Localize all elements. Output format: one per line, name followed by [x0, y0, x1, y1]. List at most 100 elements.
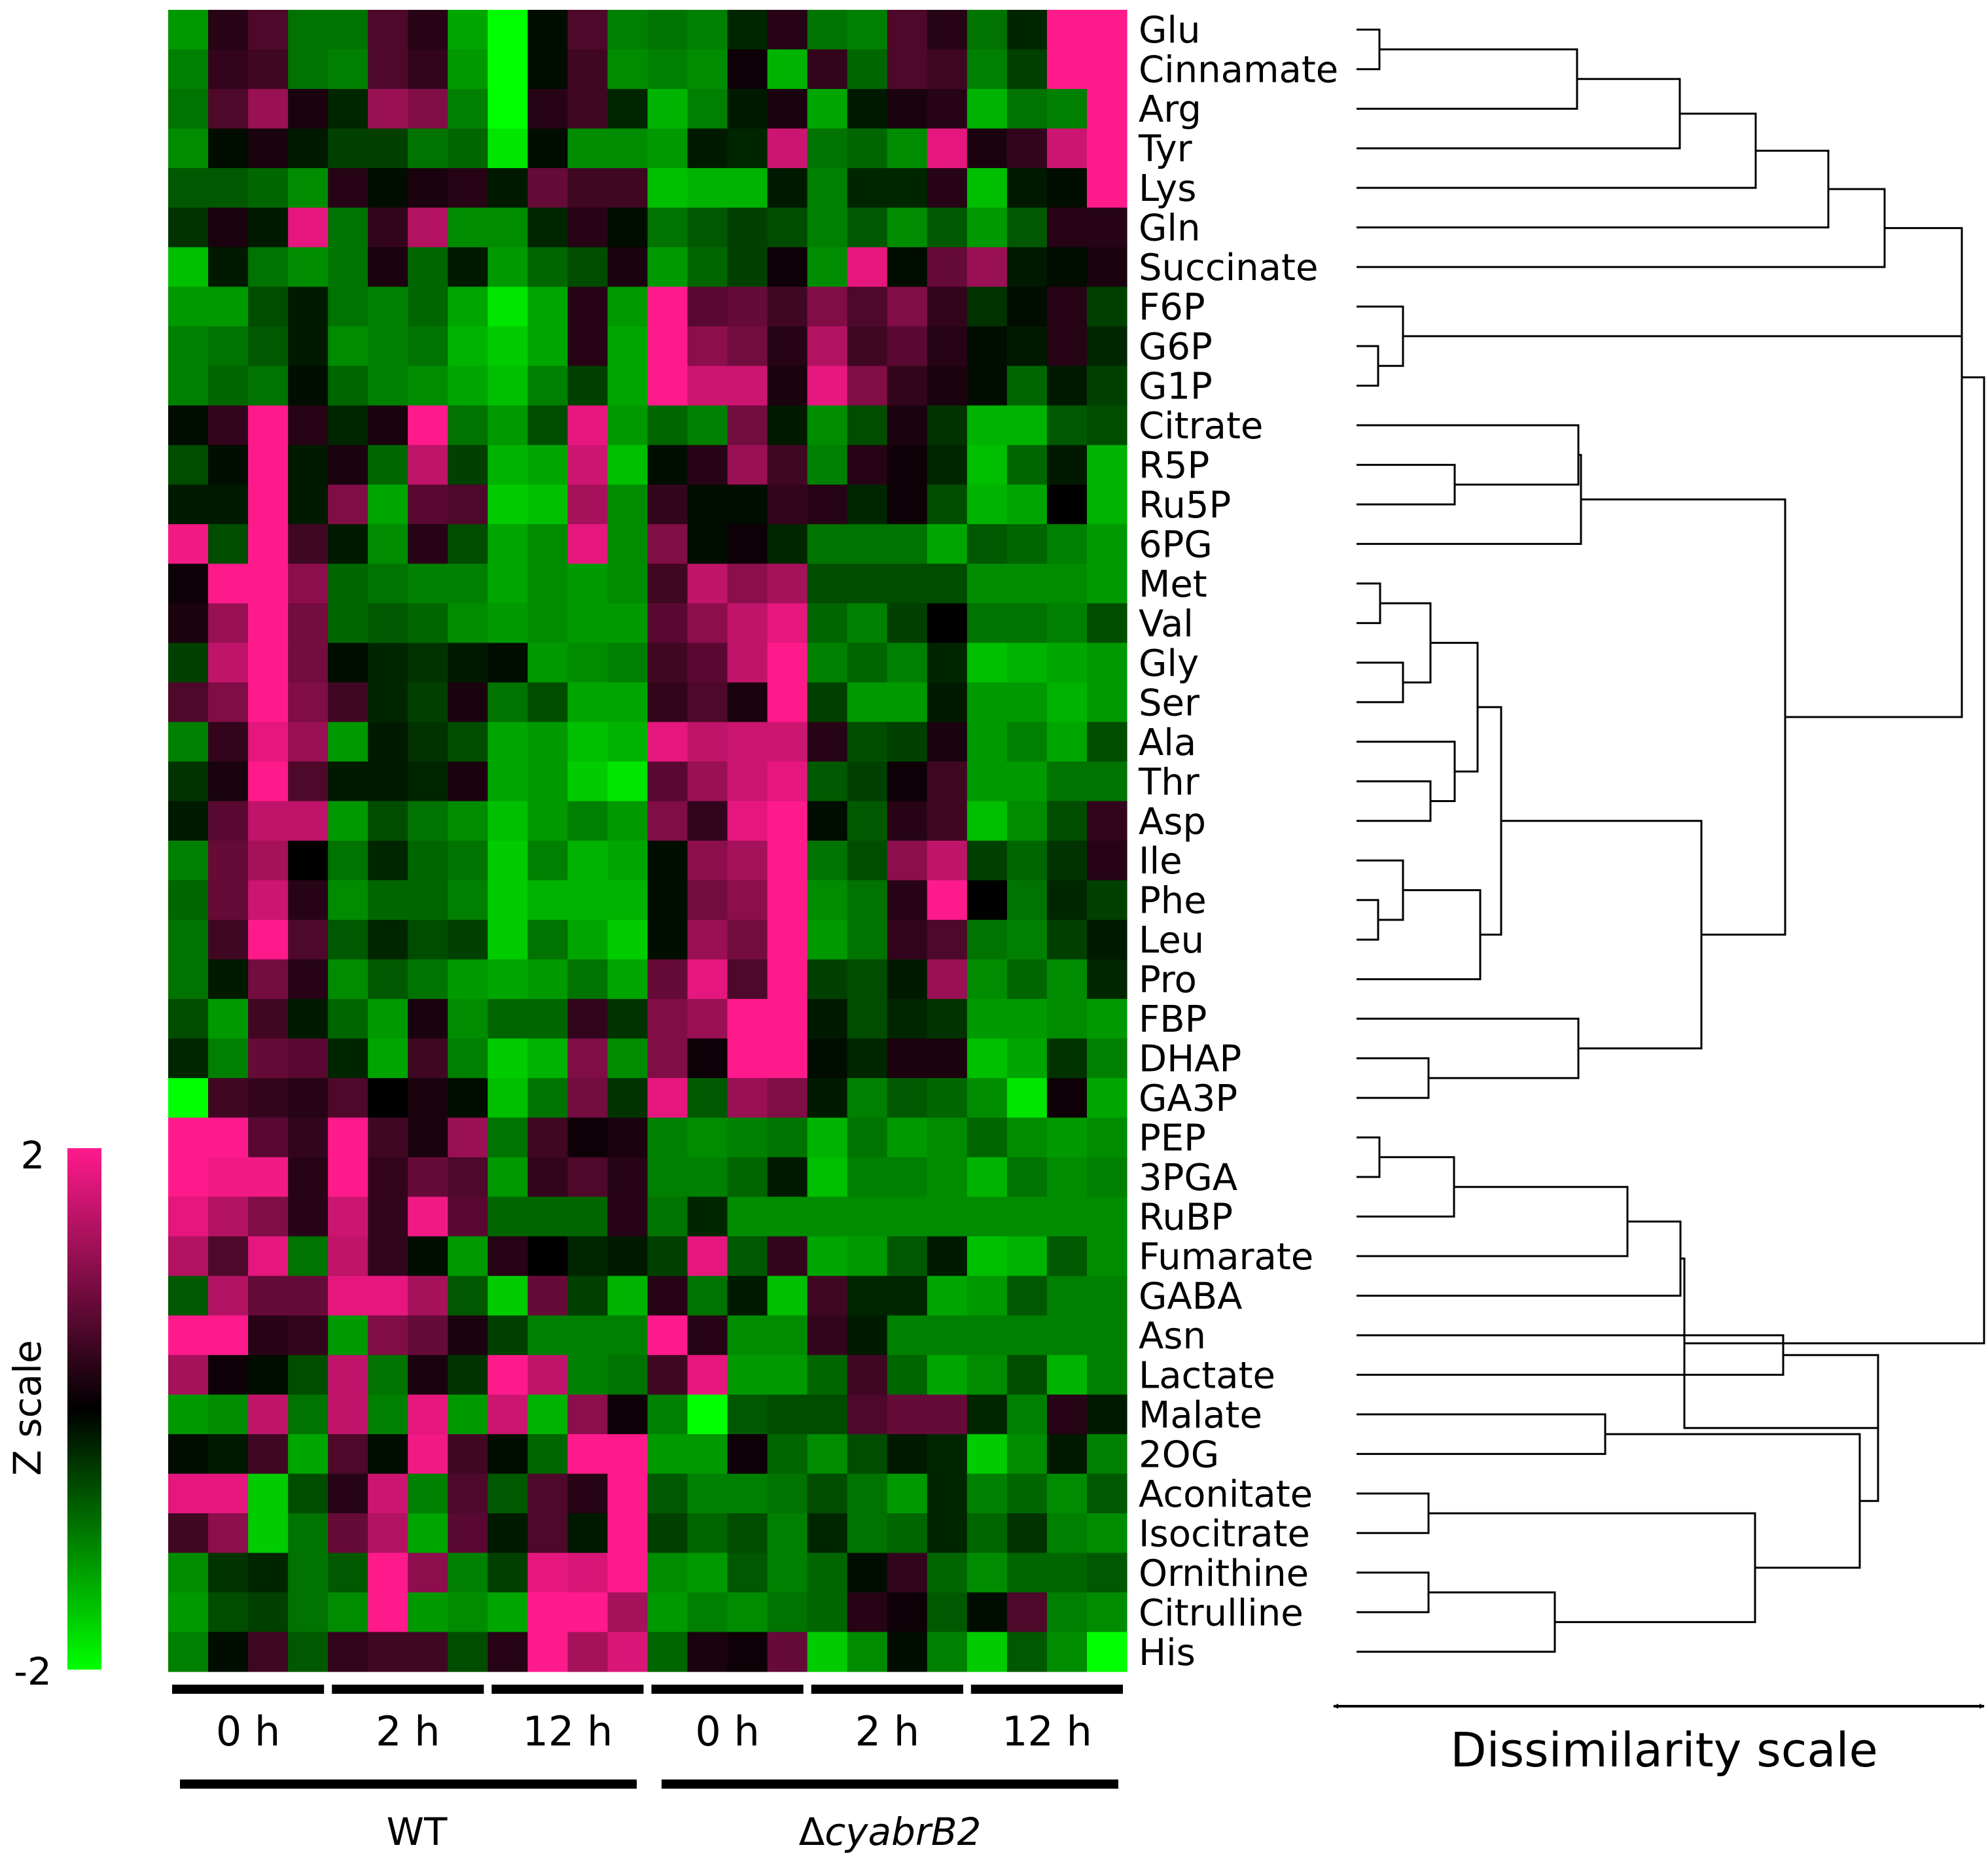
- heatmap-cell: [1086, 167, 1127, 208]
- heatmap-cell: [488, 366, 528, 406]
- heatmap-cell: [607, 1117, 648, 1158]
- heatmap-cell: [208, 642, 249, 683]
- heatmap-cell: [1046, 1592, 1088, 1633]
- heatmap-cell: [368, 682, 408, 723]
- heatmap-cell: [727, 484, 768, 525]
- heatmap-cell: [368, 1197, 408, 1237]
- heatmap-cell: [807, 1513, 848, 1554]
- heatmap-cell: [1046, 167, 1088, 208]
- heatmap-cell: [408, 326, 448, 366]
- heatmap-cell: [1086, 1236, 1127, 1276]
- heatmap-cell: [967, 1513, 1008, 1554]
- heatmap-cell: [488, 167, 528, 208]
- heatmap-cell: [847, 1117, 888, 1158]
- heatmap-cell: [767, 919, 808, 960]
- heatmap-cell: [727, 88, 768, 130]
- heatmap-cell: [727, 880, 768, 920]
- heatmap-cell: [967, 1117, 1008, 1158]
- heatmap-cell: [288, 1197, 328, 1237]
- heatmap-cell: [887, 1078, 928, 1118]
- heatmap-cell: [687, 1513, 728, 1554]
- heatmap-cell: [607, 1513, 648, 1554]
- time-labels: 0 h 2 h 12 h 0 h 2 h 12 h: [216, 1708, 1092, 1755]
- heatmap-cell: [887, 841, 928, 881]
- heatmap-cell: [248, 1276, 289, 1316]
- heatmap-cell: [1006, 445, 1048, 485]
- heatmap-cell: [368, 1038, 408, 1079]
- heatmap-cell: [607, 1157, 648, 1197]
- heatmap-cell: [527, 801, 569, 841]
- heatmap-cell: [408, 524, 448, 565]
- heatmap-cell: [208, 1276, 249, 1316]
- heatmap-cell: [647, 801, 688, 841]
- heatmap-cell: [448, 1592, 488, 1633]
- row-label: Ru5P: [1139, 484, 1231, 527]
- heatmap-cell: [527, 959, 569, 1000]
- heatmap-cell: [647, 445, 688, 485]
- heatmap-cell: [727, 1038, 768, 1079]
- heatmap-cell: [208, 682, 249, 723]
- heatmap-cell: [967, 762, 1008, 802]
- heatmap-cell: [288, 959, 328, 1000]
- heatmap-cell: [527, 1157, 569, 1197]
- heatmap-cell: [807, 801, 848, 841]
- heatmap-cell: [328, 1276, 368, 1316]
- heatmap-cell: [807, 405, 848, 446]
- heatmap-cell: [767, 524, 808, 565]
- heatmap-cell: [408, 366, 448, 406]
- row-label: G6P: [1139, 326, 1213, 368]
- heatmap-cell: [847, 841, 888, 881]
- heatmap-cell: [847, 10, 888, 50]
- heatmap-cell: [727, 405, 768, 446]
- row-label: FBP: [1139, 998, 1207, 1041]
- heatmap-cell: [168, 1394, 209, 1435]
- heatmap-cell: [488, 919, 528, 960]
- heatmap-cell: [527, 1315, 569, 1356]
- heatmap-cell: [567, 841, 609, 881]
- heatmap-cell: [1006, 1038, 1048, 1079]
- heatmap-cell: [1086, 1276, 1127, 1316]
- heatmap-cell: [527, 722, 569, 762]
- heatmap-cell: [847, 919, 888, 960]
- heatmap-cell: [488, 445, 528, 485]
- heatmap-cell: [208, 1632, 249, 1672]
- heatmap-cell: [727, 919, 768, 960]
- heatmap-cell: [1086, 1078, 1127, 1118]
- row-label: R5P: [1139, 445, 1209, 487]
- heatmap-cell: [168, 167, 209, 208]
- heatmap-cell: [288, 167, 328, 208]
- heatmap-cell: [767, 998, 808, 1039]
- heatmap-cell: [767, 1434, 808, 1475]
- heatmap-cell: [208, 484, 249, 525]
- heatmap-cell: [1046, 998, 1088, 1039]
- time-label: 0 h: [216, 1708, 280, 1755]
- heatmap-cell: [368, 1592, 408, 1633]
- heatmap-cell: [647, 563, 688, 604]
- row-label: DHAP: [1139, 1038, 1241, 1081]
- heatmap-cell: [567, 10, 609, 50]
- heatmap-cell: [248, 1078, 289, 1118]
- heatmap-cell: [527, 10, 569, 50]
- heatmap-cell: [727, 366, 768, 406]
- heatmap-cell: [368, 10, 408, 50]
- heatmap-cell: [288, 10, 328, 50]
- heatmap-cell: [767, 1038, 808, 1079]
- heatmap-cell: [527, 1394, 569, 1435]
- heatmap-cell: [567, 88, 609, 130]
- heatmap-cell: [687, 841, 728, 881]
- heatmap-cell: [1046, 919, 1088, 960]
- heatmap-cell: [767, 167, 808, 208]
- heatmap-cell: [1046, 1117, 1088, 1158]
- heatmap-cell: [887, 49, 928, 90]
- heatmap-cell: [1006, 841, 1048, 881]
- dendrogram-link: [1429, 1512, 1756, 1623]
- heatmap-cell: [527, 1592, 569, 1633]
- heatmap-cell: [647, 1394, 688, 1435]
- heatmap-cell: [967, 1434, 1008, 1475]
- heatmap-cell: [248, 1513, 289, 1554]
- heatmap-cell: [488, 1473, 528, 1514]
- heatmap-cell: [448, 1197, 488, 1237]
- heatmap-cell: [727, 682, 768, 723]
- heatmap-cell: [567, 405, 609, 446]
- heatmap-cell: [607, 1355, 648, 1395]
